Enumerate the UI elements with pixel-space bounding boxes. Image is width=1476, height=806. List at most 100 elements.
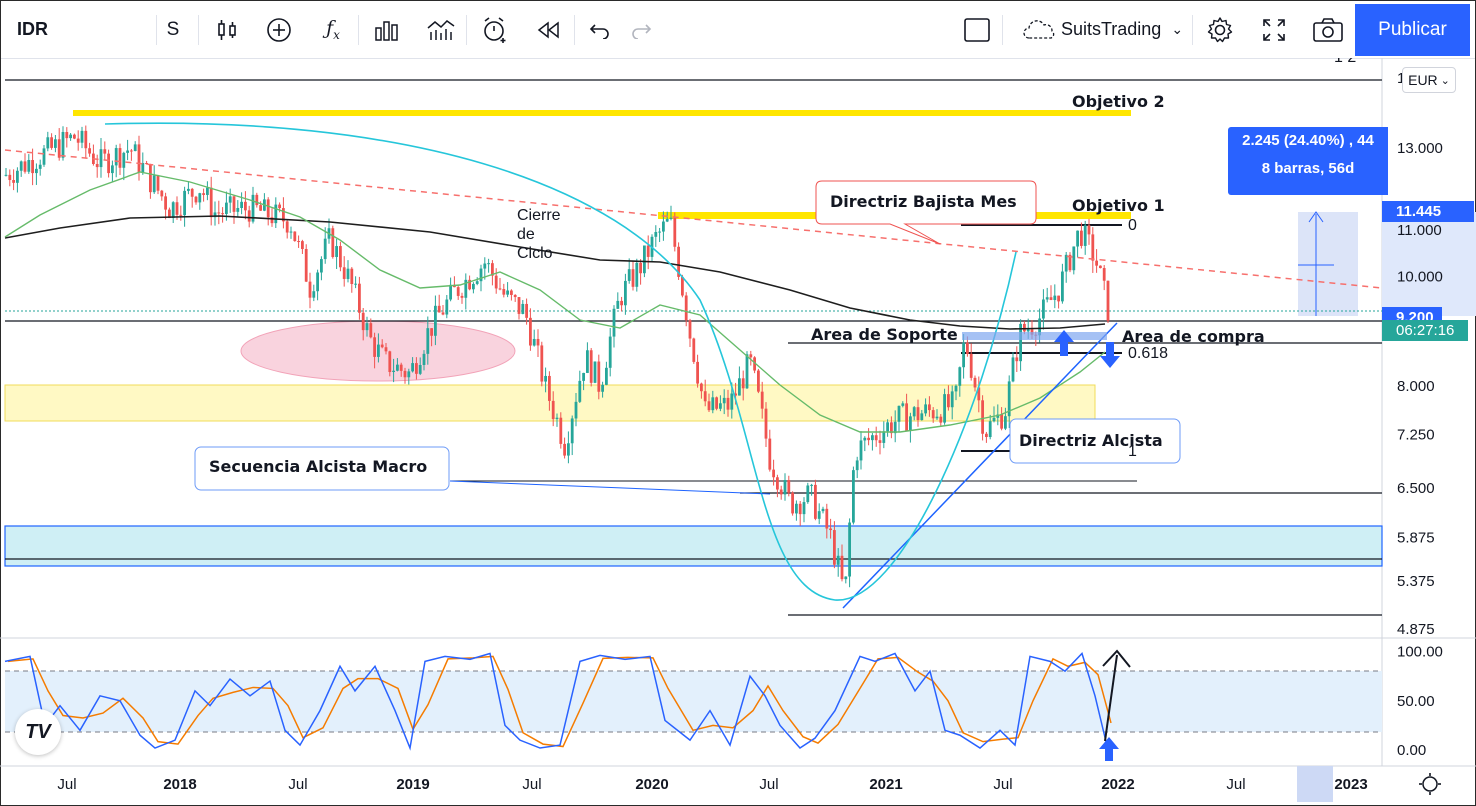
candle-body [1023,323,1026,332]
templates-button[interactable] [361,1,413,58]
tradingview-logo[interactable]: TV [15,709,61,755]
interval-button[interactable]: S [147,1,199,58]
candle-body [593,361,597,383]
candle-body [578,380,582,402]
candle-body [817,511,821,519]
candle-body [1106,280,1110,321]
measure-line-2: 8 barras, 56d [1261,160,1355,177]
plus-circle-icon [267,17,291,42]
secuencia-label: Secuencia Alcista Macro [209,457,427,476]
time-axis-tick: Jul [993,776,1012,793]
time-axis-tick: Jul [288,776,307,793]
stoch-band-fill [5,671,1382,732]
secuencia-callout[interactable]: Secuencia Alcista Macro [194,446,450,491]
compare-button[interactable] [253,1,305,58]
chart-canvas[interactable]: Objetivo 2 Objetivo 1 Directriz Bajista … [0,58,1476,804]
candle-body [749,354,753,358]
area-compra-label: Area de compra [1122,327,1265,346]
price-axis-tick: 6.500 [1397,480,1435,497]
candle-body [536,338,540,346]
layout-button[interactable] [951,1,1003,58]
candle-body [187,188,190,191]
candle-body [179,214,183,216]
candle-body [601,384,604,392]
candle-body [848,522,851,577]
candle-body [335,246,338,258]
cierre-label-1: Cierre [517,207,561,224]
account-menu-button[interactable]: SuitsTrading ⌄ [1013,1,1193,58]
candle-body [924,404,927,414]
directriz-bajista-callout[interactable]: Directriz Bajista Mes [815,180,1037,245]
publish-label: Publicar [1378,19,1447,40]
alarm-clock-icon [484,16,506,43]
candle-body [1053,295,1057,300]
candle-body [1099,265,1102,269]
undo-button[interactable] [577,1,623,58]
fullscreen-button[interactable] [1249,1,1299,58]
candle-body [339,246,342,268]
candle-body [198,193,202,203]
price-axis[interactable]: 13.000 11.000 10.000 8.000 7.250 6.500 5.875 5.… [1397,140,1443,638]
symbol-search-button[interactable]: IDR [7,1,157,58]
candle-body [380,344,384,348]
redo-button[interactable] [621,1,661,58]
alert-button[interactable] [469,1,521,58]
candle-body [589,350,593,383]
candle-body [244,201,247,211]
candle-body [415,363,418,374]
candle-body [631,269,635,287]
oscillator-axis: 100.00 50.00 0.00 [1397,644,1443,760]
candle-body [806,485,810,503]
candle-body [753,357,756,371]
candle-body [1000,414,1003,429]
directriz-alcista-label: Directriz Alcista [1019,431,1163,450]
candle-body [958,367,962,386]
candle-body [50,137,53,148]
cierre-label-2: de [517,226,535,243]
financials-button[interactable] [415,1,467,58]
time-axis-settings-button[interactable] [1419,773,1441,795]
candle-body [369,323,373,338]
candle-body [399,364,403,371]
directriz-alcista-callout[interactable]: Directriz Alcista [1009,418,1181,464]
candle-body [810,484,813,486]
candle-body [19,161,23,171]
fullscreen-icon [1263,18,1285,41]
candle-body [521,303,525,314]
candle-body [852,470,855,523]
publish-button[interactable]: Publicar [1355,4,1470,56]
candle-body [137,144,141,173]
candle-body [760,391,764,409]
stoch-buy-arrow-icon [1099,737,1119,761]
square-icon [964,17,990,42]
candle-body [103,149,107,154]
snapshot-button[interactable] [1303,1,1353,58]
candle-body [696,361,699,384]
time-axis-tick: 2018 [163,776,196,793]
replay-button[interactable] [523,1,575,58]
candle-body [373,337,376,357]
candle-body [1015,357,1019,362]
candle-body [422,353,426,365]
candle-body [1080,230,1083,246]
candle-body [863,437,867,441]
candle-body [217,212,221,214]
countdown-tag: 06:27:16 [1382,320,1468,341]
currency-select[interactable]: EUR ⌄ [1402,67,1456,93]
candle-body [69,134,72,139]
candle-body [882,431,886,443]
candle-body [612,308,616,337]
measure-range-box [1298,212,1358,316]
candle-body [251,194,255,222]
candle-body [700,383,703,392]
candle-style-button[interactable] [201,1,253,58]
candle-body [445,299,449,315]
top-toolbar: IDR S ƒx SuitsTrading ⌄ [1,1,1475,59]
settings-button[interactable] [1195,1,1245,58]
candle-body [31,159,34,174]
candle-body [681,276,684,296]
indicators-button[interactable]: ƒx [307,1,359,58]
measure-tooltip: 2.245 (24.40%) , 44 8 barras, 56d [1228,127,1388,195]
time-axis[interactable]: Jul 2018 Jul 2019 Jul 2020 Jul 2021 Jul 2022 Jul 20… [57,776,1367,793]
candle-body [1038,318,1041,336]
